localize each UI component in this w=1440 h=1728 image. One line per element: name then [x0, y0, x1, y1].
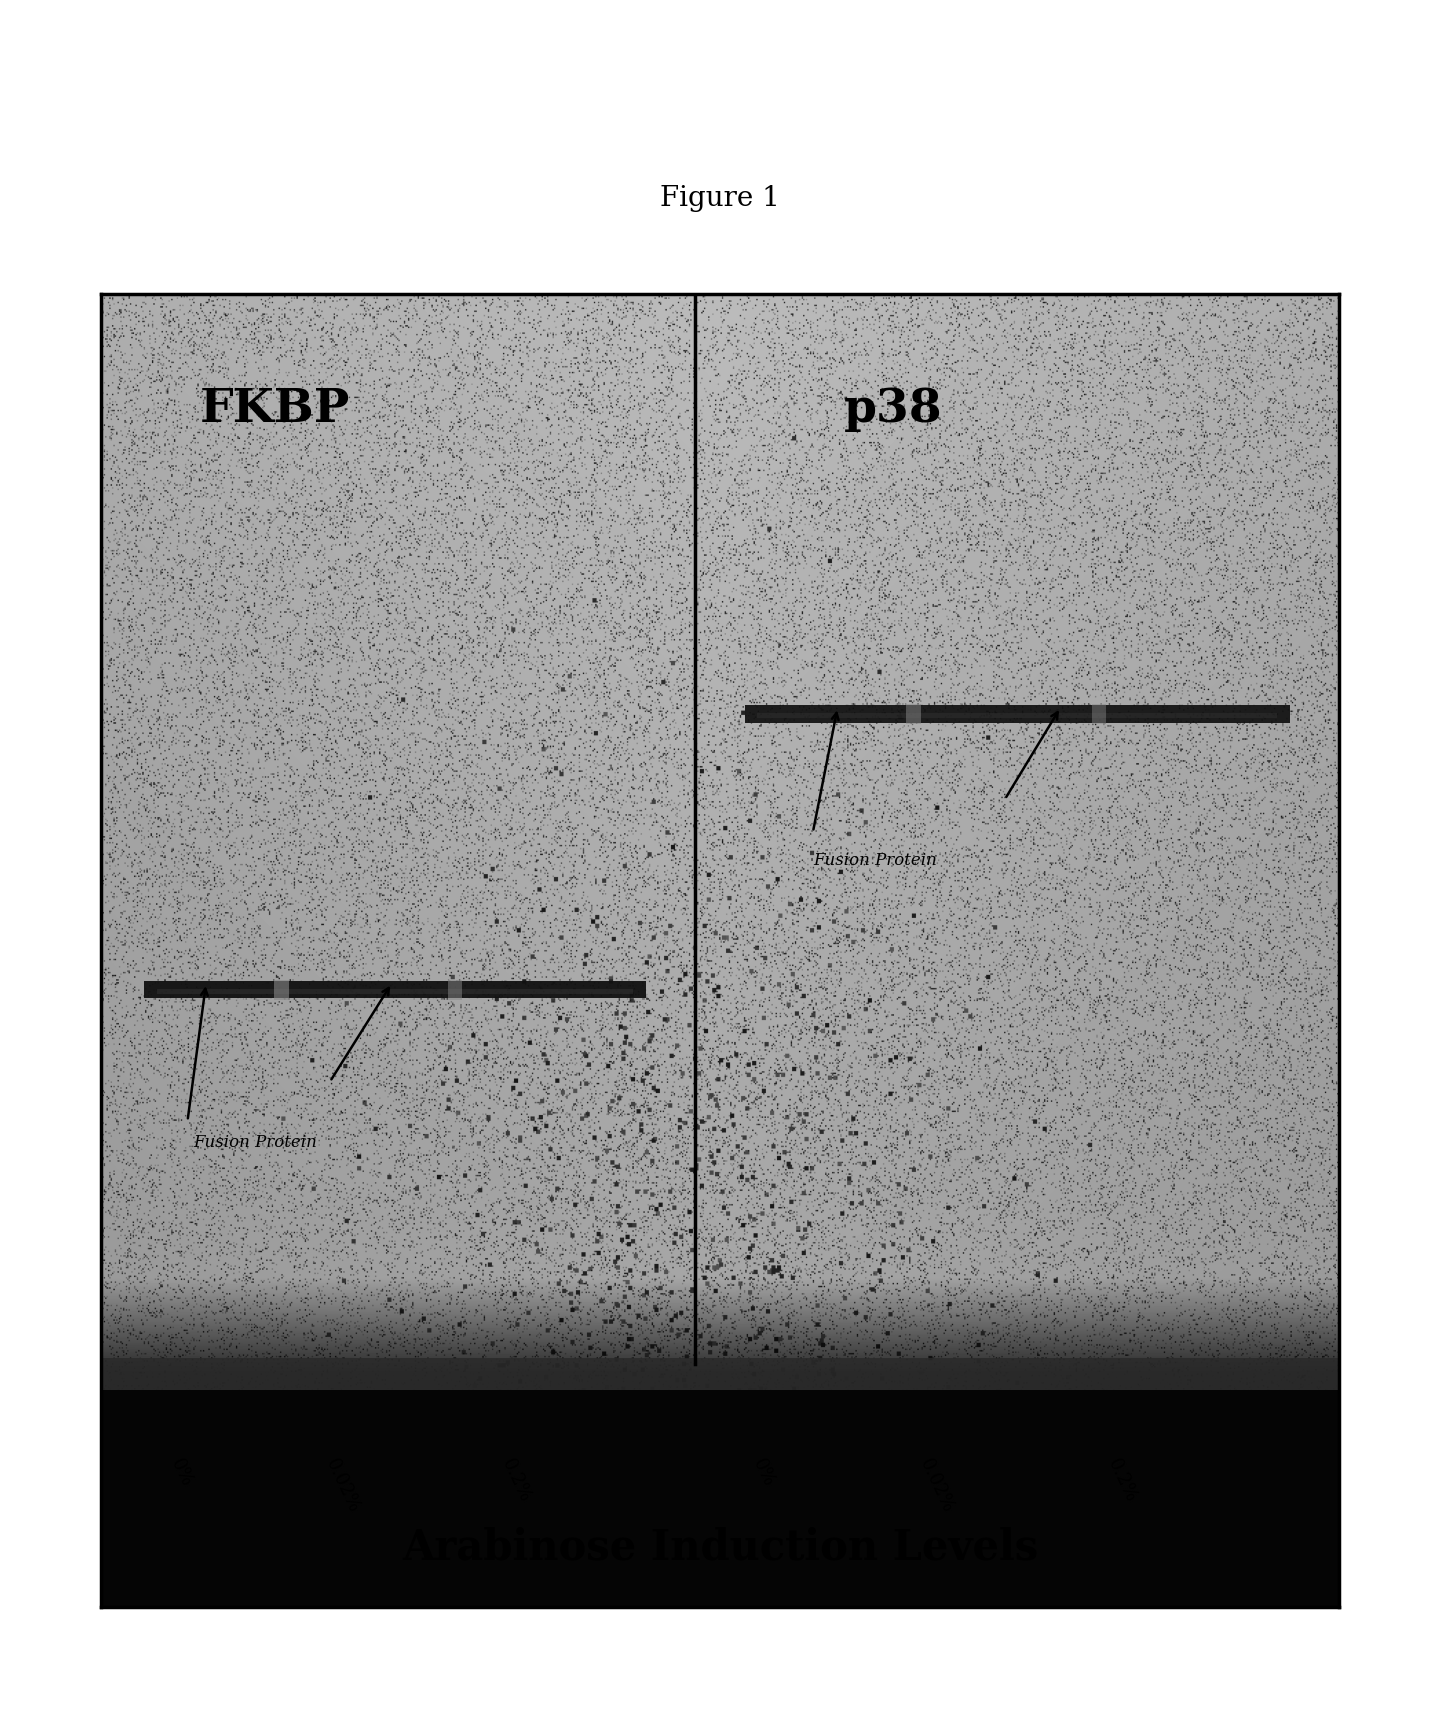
Text: 0.2%: 0.2%	[498, 1457, 533, 1505]
Text: FKBP: FKBP	[200, 385, 350, 432]
Bar	[757, 714, 1277, 719]
Text: Fusion Protein: Fusion Protein	[812, 852, 937, 869]
Bar	[144, 982, 645, 999]
Text: 0.02%: 0.02%	[916, 1457, 958, 1515]
Text: 0%: 0%	[167, 1457, 196, 1490]
Bar	[274, 980, 289, 999]
Bar	[448, 980, 462, 999]
Text: p38: p38	[844, 385, 942, 432]
Text: Arabinose Induction Levels: Arabinose Induction Levels	[402, 1528, 1038, 1569]
Text: Fusion Protein: Fusion Protein	[193, 1134, 318, 1151]
Bar	[101, 1358, 1339, 1391]
Bar	[906, 703, 920, 724]
Bar	[1092, 703, 1106, 724]
Text: 0.02%: 0.02%	[323, 1457, 363, 1515]
Text: 0%: 0%	[749, 1457, 778, 1490]
Bar	[101, 1391, 1339, 1607]
Text: 0.2%: 0.2%	[1104, 1457, 1140, 1505]
Text: Figure 1: Figure 1	[660, 185, 780, 213]
Bar	[157, 988, 634, 994]
Bar	[744, 705, 1290, 722]
